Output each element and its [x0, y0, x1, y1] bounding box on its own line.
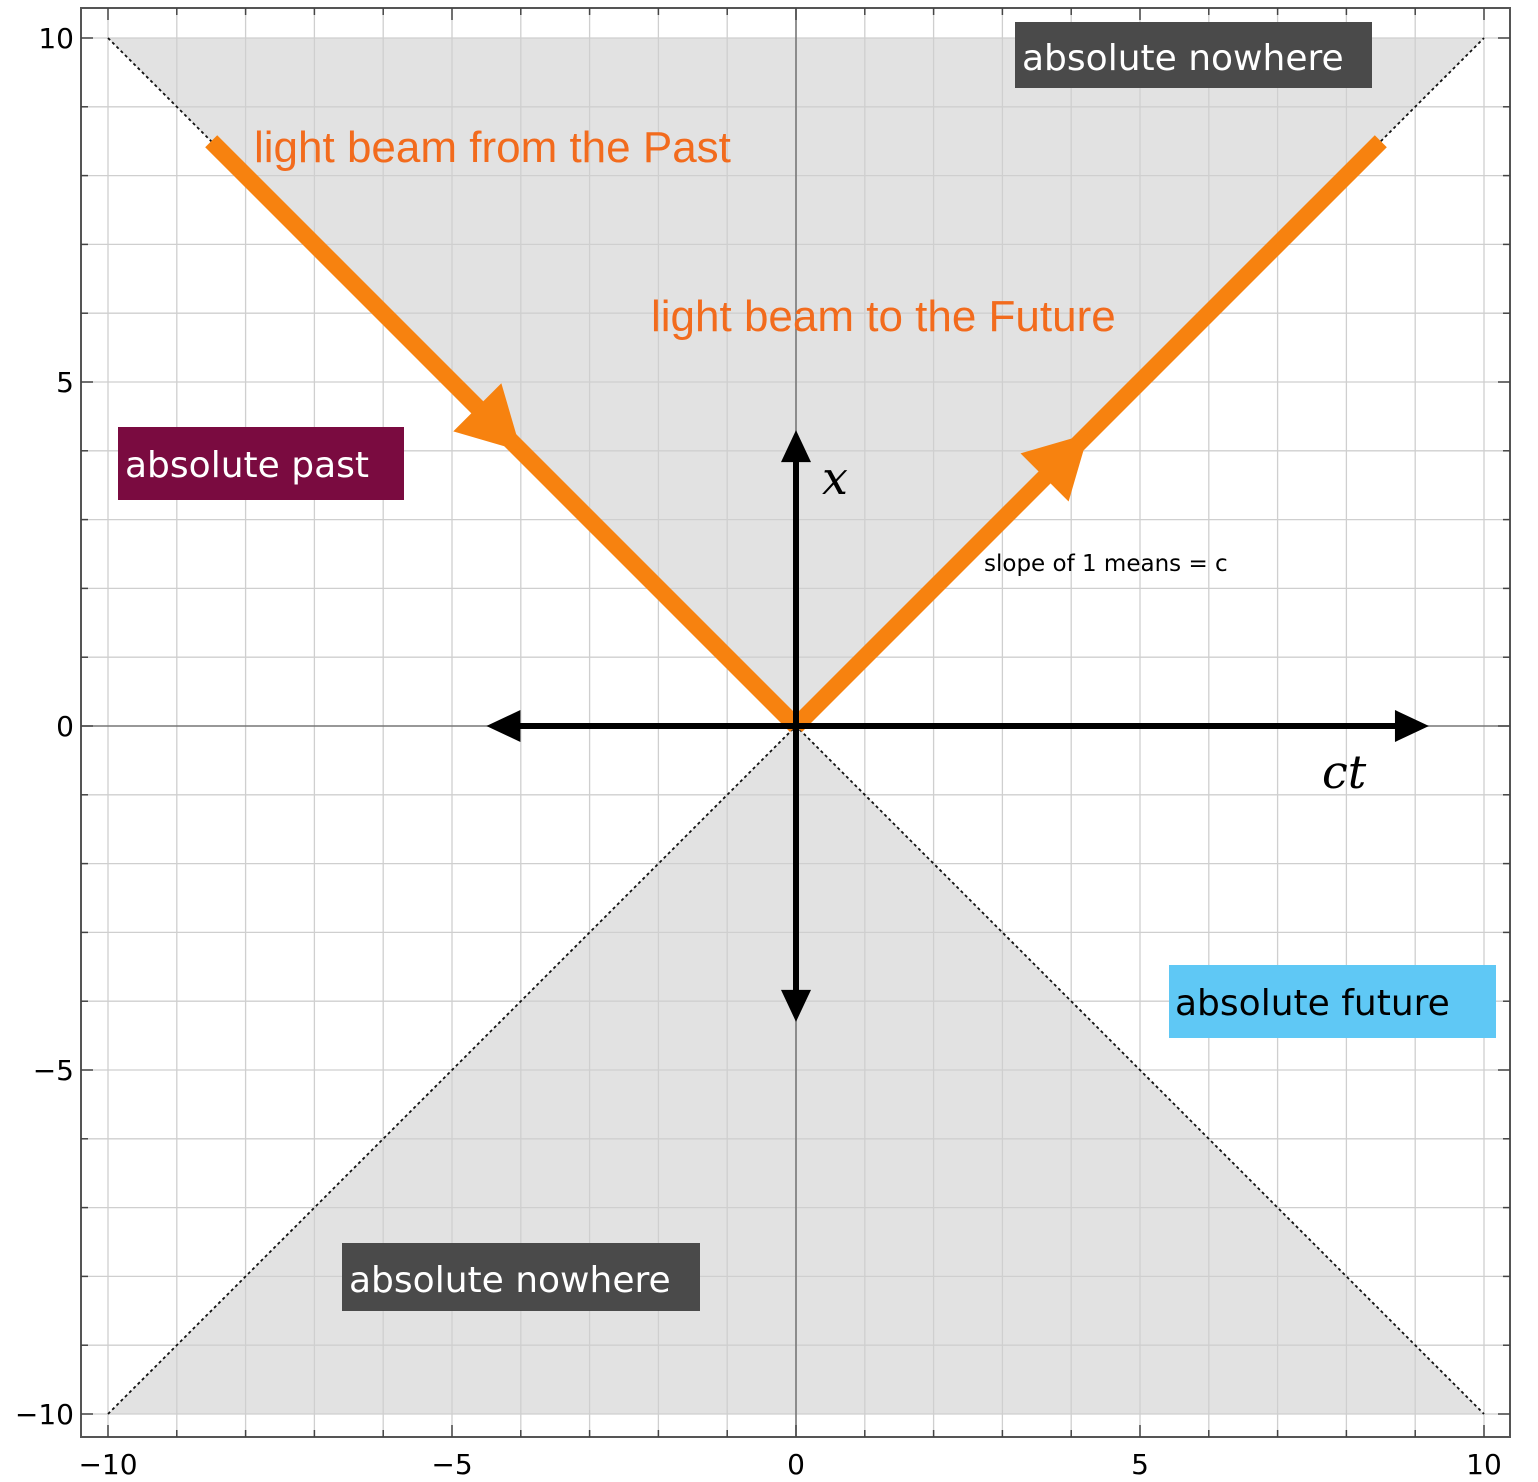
horizontal-axis-label: ct	[1322, 745, 1367, 799]
y-tick-labels: −10 −5 0 5 10	[15, 22, 74, 1431]
region-label-text: absolute past	[125, 445, 369, 486]
y-tick-label: −5	[33, 1054, 74, 1087]
light-beam-arrowhead	[1020, 433, 1089, 502]
y-tick-label: 5	[56, 366, 74, 399]
region-label-nowhere-bottom: absolute nowhere	[342, 1243, 700, 1311]
light-beam-arrowhead	[453, 383, 522, 452]
region-label-background	[342, 1243, 700, 1311]
beam-label-future: light beam to the Future	[651, 292, 1116, 341]
ct-axis-arrowhead-left	[486, 710, 521, 742]
x-tick-label: −5	[431, 1448, 472, 1481]
beam-labels: light beam from the Past light beam to t…	[254, 123, 1116, 341]
axis-ticks	[81, 8, 1510, 1437]
ct-axis-arrowhead-right	[1394, 710, 1429, 742]
region-label-nowhere-top: absolute nowhere	[1015, 22, 1372, 88]
beam-label-past: light beam from the Past	[254, 123, 731, 172]
region-label-text: absolute nowhere	[1022, 38, 1344, 79]
axis-arrows	[486, 430, 1429, 1022]
region-label-past: absolute past	[118, 427, 404, 500]
slope-annotation: slope of 1 means = c	[984, 551, 1228, 577]
y-tick-label: −10	[15, 1398, 74, 1431]
y-tick-label: 0	[56, 710, 74, 743]
light-beams	[205, 135, 1387, 733]
region-label-background	[118, 427, 404, 500]
x-axis-arrowhead-down	[781, 989, 811, 1022]
x-axis-arrowhead-up	[781, 430, 811, 463]
region-label-text: absolute nowhere	[349, 1260, 671, 1301]
region-label-background	[1169, 965, 1496, 1038]
x-tick-label: 5	[1131, 1448, 1149, 1481]
x-tick-label: 0	[787, 1448, 805, 1481]
region-label-future: absolute future	[1169, 965, 1496, 1038]
light-beam-line	[789, 135, 1387, 733]
x-tick-labels: −10 −5 0 5 10	[78, 1448, 1501, 1481]
x-tick-label: 10	[1466, 1448, 1502, 1481]
region-label-background	[1015, 22, 1372, 88]
x-tick-label: −10	[78, 1448, 137, 1481]
vertical-axis-label: x	[822, 451, 848, 505]
region-label-text: absolute future	[1175, 983, 1450, 1024]
y-tick-label: 10	[38, 22, 74, 55]
